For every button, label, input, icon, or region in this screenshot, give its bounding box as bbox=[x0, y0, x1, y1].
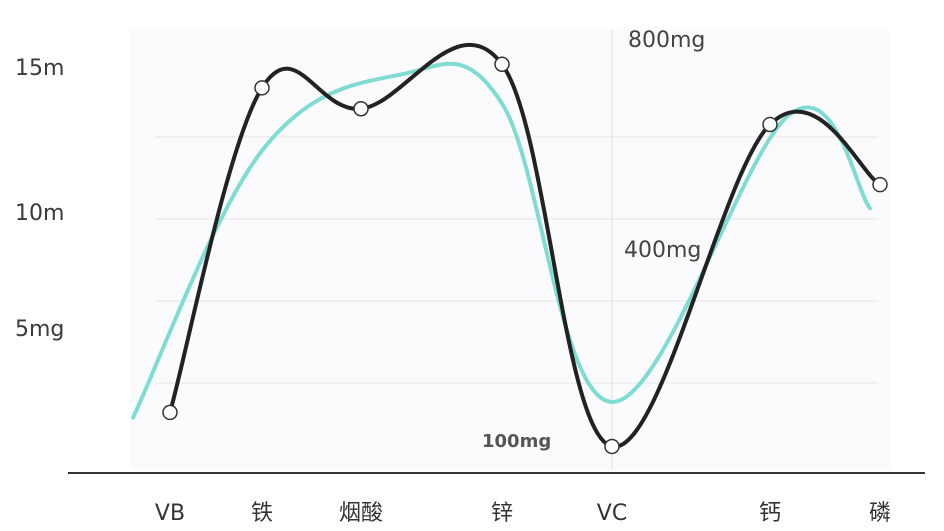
x-tick-label: 钙 bbox=[759, 501, 781, 526]
x-tick-label: 烟酸 bbox=[339, 501, 383, 526]
data-point-marker bbox=[254, 80, 270, 96]
chart-background bbox=[130, 30, 890, 470]
x-tick-label: 锌 bbox=[491, 501, 513, 526]
data-point-marker bbox=[494, 56, 510, 73]
data-point-marker bbox=[604, 438, 620, 455]
y-tick-label: 5mg bbox=[15, 317, 64, 342]
x-tick-label: VC bbox=[597, 501, 627, 526]
annotation-label: 800mg bbox=[628, 28, 705, 53]
marker-layer bbox=[162, 56, 888, 455]
annotation-label: 100mg bbox=[482, 431, 551, 452]
x-tick-label: 铁 bbox=[251, 501, 273, 526]
x-tick-label: VB bbox=[155, 501, 185, 526]
data-point-marker bbox=[872, 176, 888, 193]
annotation-label: 400mg bbox=[624, 238, 701, 263]
y-tick-label: 15m bbox=[15, 56, 64, 81]
secondary-series-line bbox=[131, 61, 872, 420]
data-point-marker bbox=[353, 101, 369, 117]
y-tick-label: 10m bbox=[15, 201, 64, 226]
data-point-marker bbox=[162, 404, 178, 421]
category-labels: VB 铁 烟酸 锌 VC 钙 磷 bbox=[155, 501, 891, 526]
data-point-marker bbox=[762, 116, 778, 133]
x-tick-label: 磷 bbox=[869, 501, 891, 526]
